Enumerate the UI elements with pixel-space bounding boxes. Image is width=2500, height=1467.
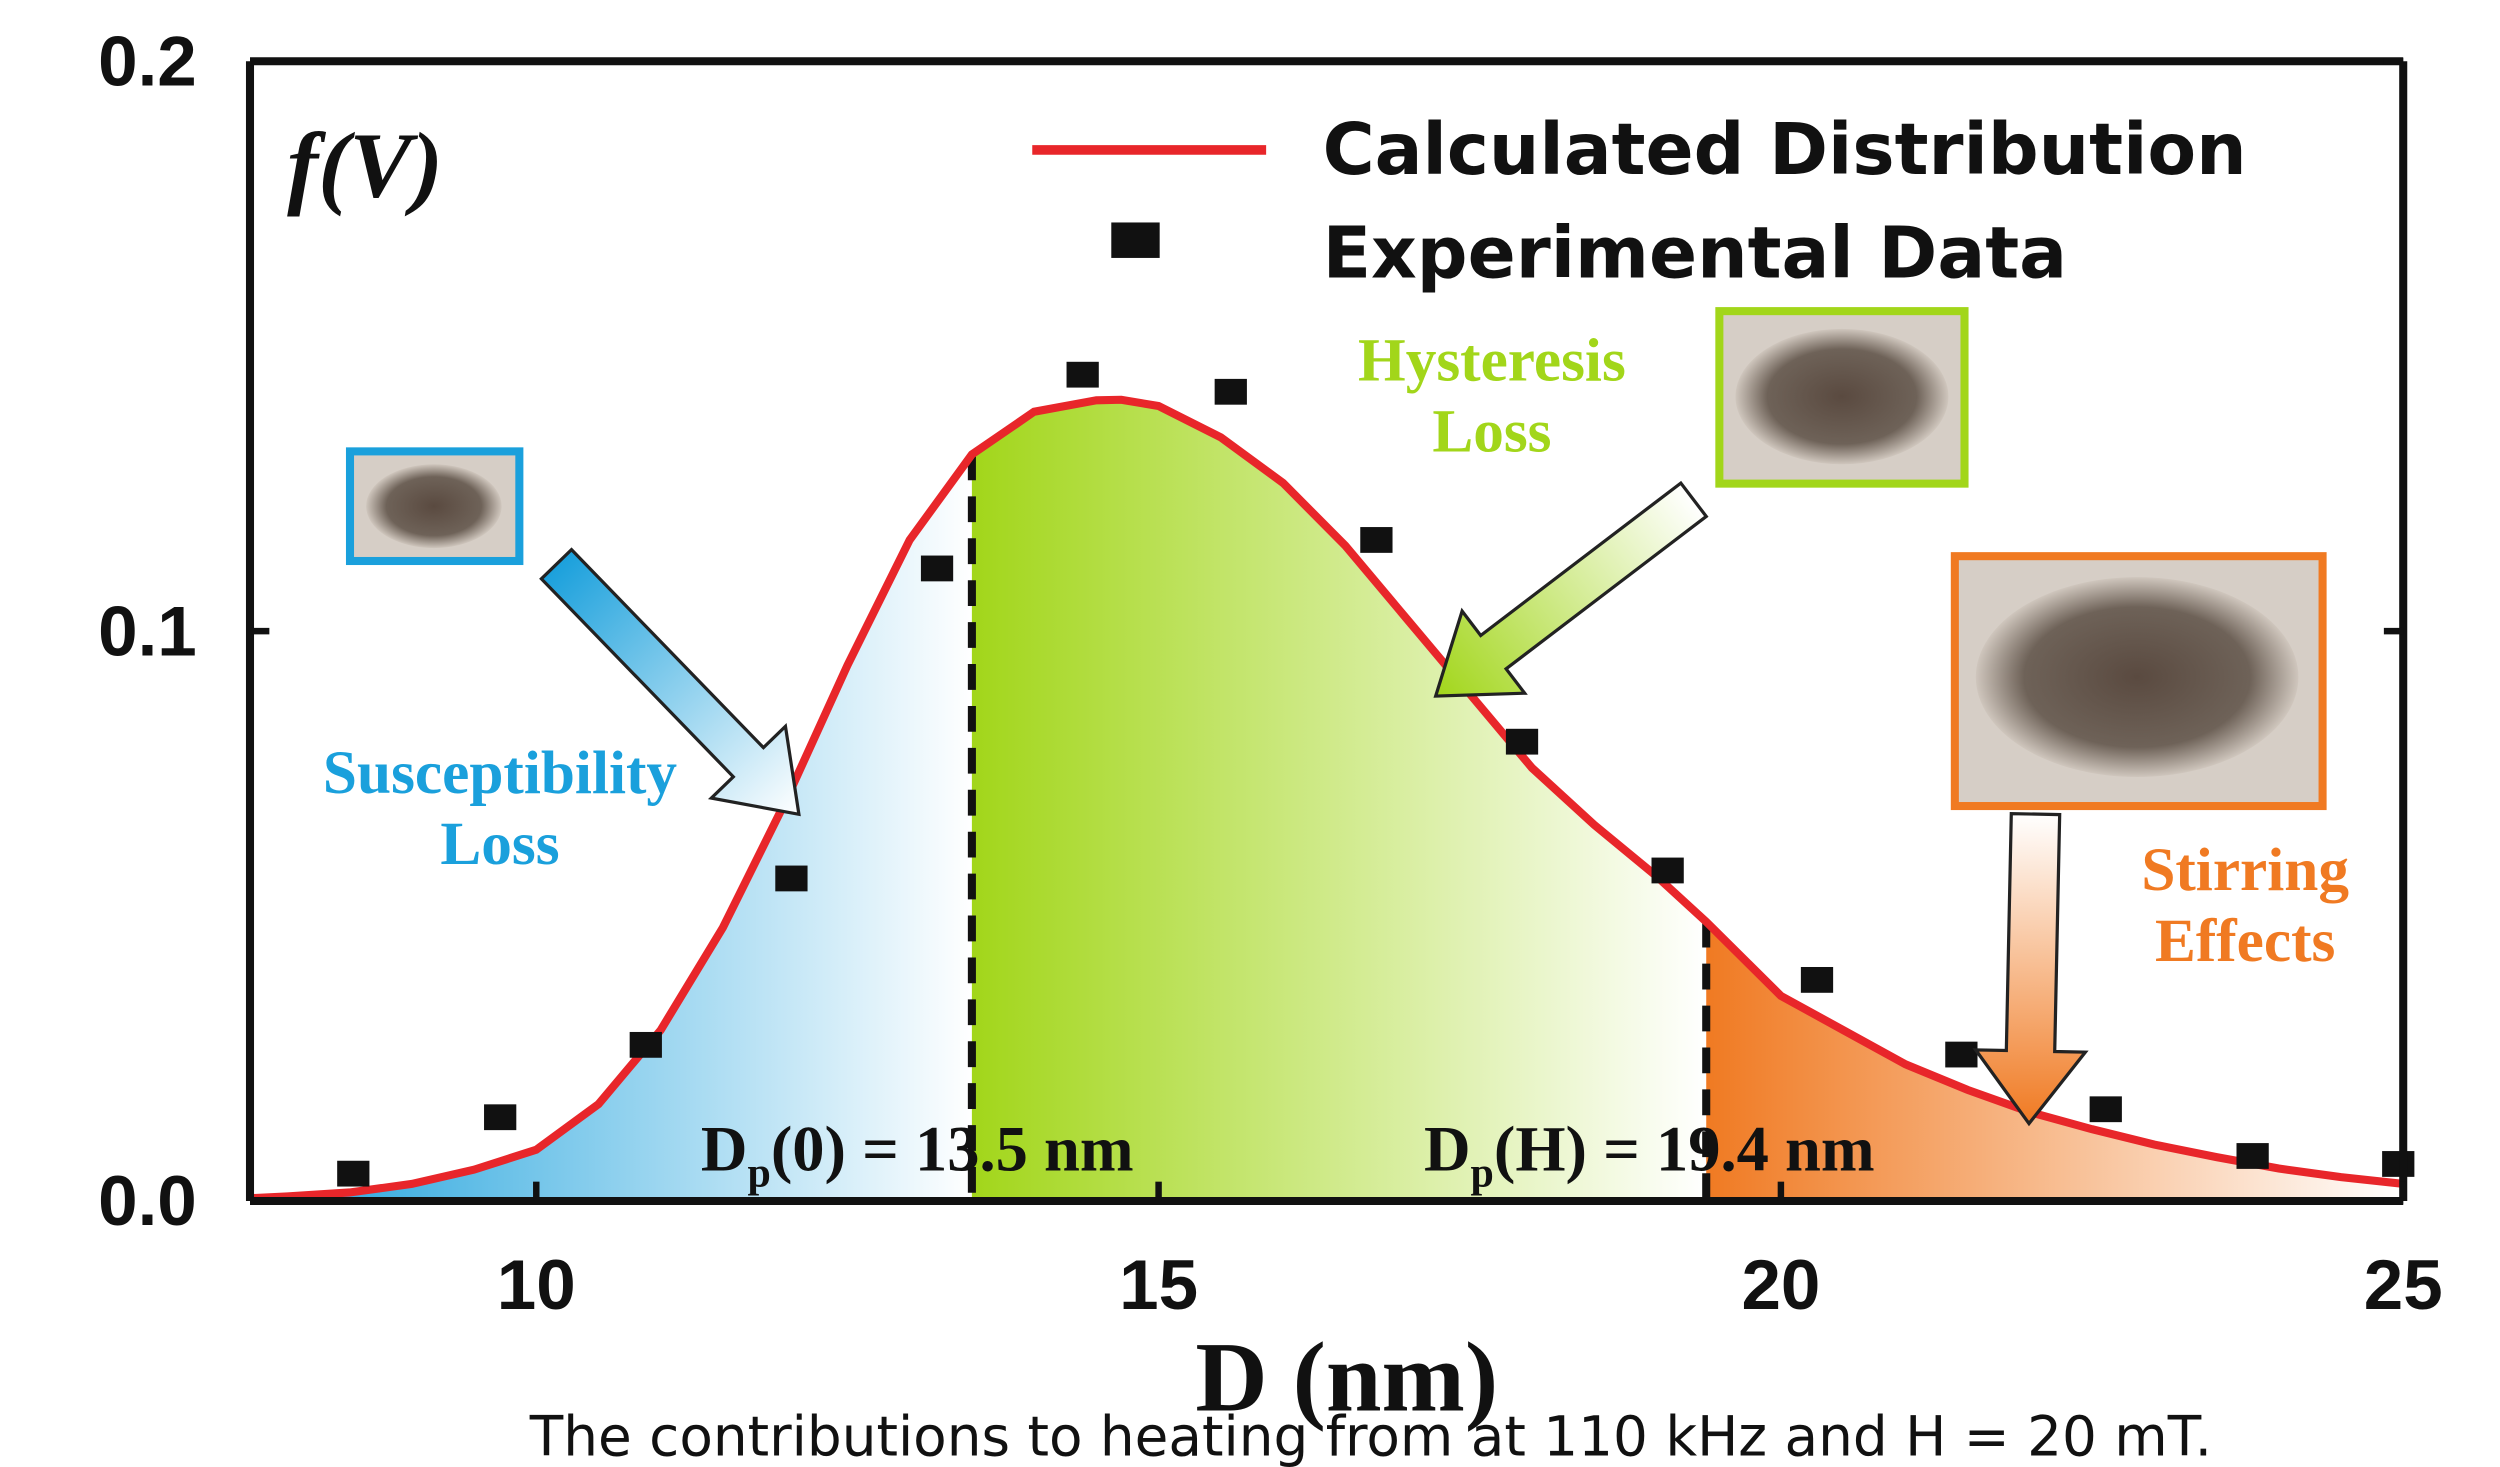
data-point (1652, 858, 1684, 884)
region-label: Loss (1432, 397, 1551, 465)
legend-label: Experimental Data (1323, 211, 2067, 294)
marker-symbol: D (701, 1113, 748, 1184)
data-point (2236, 1143, 2268, 1169)
marker-suffix: (H) = 19.4 nm (1494, 1113, 1875, 1184)
region-label: Effects (2155, 907, 2335, 975)
data-point (1215, 379, 1247, 405)
x-tick-label: 20 (1741, 1246, 1820, 1325)
particle (1735, 329, 1948, 464)
region-label: Susceptibility (323, 739, 677, 807)
marker-symbol: D (1424, 1113, 1471, 1184)
caption: The contributions to heating from at 110… (529, 1405, 2212, 1467)
x-tick-label: 10 (497, 1246, 576, 1325)
y-axis-label: f(V) (287, 115, 443, 218)
y-tick-label: 0.0 (98, 1162, 197, 1241)
x-tick-label: 15 (1119, 1246, 1198, 1325)
arrow (1404, 459, 1724, 737)
data-point (921, 556, 953, 582)
marker-suffix: (0) = 13.5 nm (771, 1113, 1134, 1184)
marker-subscript: p (1471, 1151, 1494, 1197)
legend-marker (1111, 222, 1159, 257)
particle (1976, 577, 2299, 777)
data-point (2382, 1151, 2414, 1177)
chart: 101520250.00.10.2 SusceptibilityLossHyst… (0, 0, 2500, 1467)
page: 101520250.00.10.2 SusceptibilityLossHyst… (0, 0, 2500, 1467)
y-tick-label: 0.2 (98, 22, 197, 101)
region-fill (972, 400, 1706, 1201)
data-point (1801, 967, 1833, 993)
region-label: Loss (440, 810, 559, 878)
data-point (775, 866, 807, 892)
legend-label: Calculated Distribution (1323, 108, 2247, 191)
data-point (1945, 1042, 1977, 1068)
x-tick-label: 25 (2364, 1246, 2443, 1325)
region-label: Hysteresis (1358, 326, 1626, 394)
data-point (1506, 729, 1538, 755)
marker-subscript: p (748, 1151, 771, 1197)
region-label: Stirring (2141, 836, 2349, 904)
data-point (484, 1104, 516, 1130)
data-point (2090, 1096, 2122, 1122)
data-point (337, 1161, 369, 1187)
arrow (1974, 813, 2090, 1125)
particle (366, 464, 501, 548)
data-point (630, 1032, 662, 1058)
data-point (1360, 527, 1392, 553)
data-point (1067, 362, 1099, 388)
legend: Calculated Distribution Experimental Dat… (1032, 108, 2246, 294)
y-tick-label: 0.1 (98, 592, 197, 671)
